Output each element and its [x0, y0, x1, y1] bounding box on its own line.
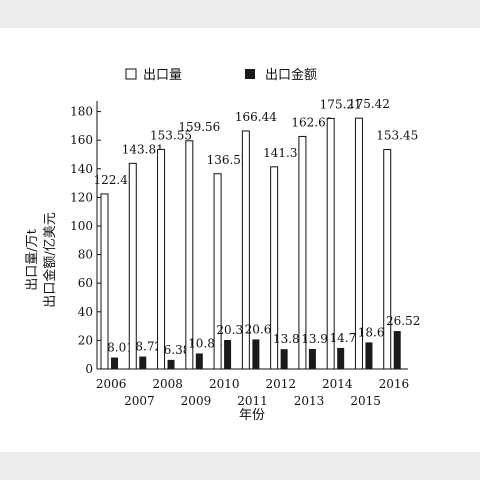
bar-export-value [195, 353, 203, 369]
data-label-export-volume: 122.42 [94, 173, 136, 187]
data-label-export-volume: 175.21 [320, 97, 362, 111]
data-label-export-volume: 141.37 [263, 146, 305, 160]
y-tick-label: 180 [70, 105, 93, 119]
plot-area: 0 20 40 60 80 100 120 140 160 180 122.42 8.01 2006 14… [70, 97, 420, 408]
x-tick-label: 2015 [350, 394, 381, 408]
bar-export-value [365, 342, 373, 369]
x-tick-label: 2010 [209, 377, 240, 391]
y-tick-label: 80 [78, 248, 93, 262]
bar-export-value [393, 331, 401, 369]
bar-export-volume [100, 193, 109, 370]
x-tick-label: 2016 [379, 377, 410, 391]
bar-export-value [167, 359, 175, 369]
bar-export-volume [326, 117, 335, 370]
y-tick-label: 0 [85, 362, 93, 376]
y-tick-label: 120 [70, 190, 93, 204]
x-tick-label: 2012 [265, 377, 296, 391]
bar-export-volume [213, 173, 222, 370]
bar-export-volume [270, 166, 279, 370]
x-tick-label: 2011 [237, 394, 268, 408]
bar-export-volume [298, 135, 307, 370]
legend-swatch-export-value [245, 69, 255, 79]
bar-export-volume [383, 149, 392, 370]
data-label-export-volume: 143.81 [122, 142, 164, 156]
legend-label-export-volume: 出口量 [143, 68, 182, 83]
data-label-export-value: 8.01 [107, 341, 134, 355]
bar-export-value [139, 356, 147, 369]
y-tick-label: 40 [78, 305, 93, 319]
data-label-export-volume: 166.44 [235, 110, 277, 124]
data-label-export-value: 26.52 [386, 314, 420, 328]
y-tick-label: 100 [70, 219, 93, 233]
x-tick-label: 2013 [294, 394, 325, 408]
data-label-export-volume: 136.52 [207, 153, 249, 167]
data-label-export-volume: 153.55 [150, 128, 192, 142]
x-tick-label: 2009 [181, 394, 212, 408]
chart-frame: 出口量 出口金额 出口量/万t 出口金额/亿美元 年份 0 20 40 60 80 100… [0, 28, 480, 452]
bar-export-volume [354, 117, 363, 370]
x-tick-label: 2007 [124, 394, 155, 408]
bar-export-value [111, 357, 118, 369]
x-axis-label: 年份 [239, 408, 265, 423]
data-label-export-volume: 175.42 [348, 97, 390, 111]
y-tick-label: 160 [70, 133, 93, 147]
y-axis-label-line2: 出口金额/亿美元 [42, 212, 58, 307]
bar-export-value [337, 347, 345, 369]
bar-export-value [280, 349, 288, 369]
x-tick-label: 2008 [152, 377, 183, 391]
bar-chart: 出口量 出口金额 出口量/万t 出口金额/亿美元 年份 0 20 40 60 80 100… [25, 67, 420, 423]
data-label-export-value: 6.38 [164, 343, 191, 357]
y-tick-label: 20 [78, 333, 93, 347]
data-label-export-volume: 153.45 [376, 129, 418, 143]
bar-export-value [308, 349, 316, 369]
y-tick-label: 140 [70, 162, 93, 176]
bar-export-volume [157, 148, 166, 370]
data-label-export-volume: 162.62 [291, 115, 333, 129]
legend-label-export-value: 出口金额 [265, 67, 317, 83]
data-label-export-value: 8.72 [135, 340, 162, 354]
bar-export-volume [185, 140, 194, 370]
bar-export-value [224, 339, 232, 369]
bar-export-value [252, 339, 260, 369]
bar-export-volume [128, 162, 137, 370]
y-tick-label: 60 [78, 276, 93, 290]
x-tick-label: 2014 [322, 377, 353, 391]
y-axis-label-line1: 出口量/万t [25, 228, 40, 290]
legend: 出口量 出口金额 [125, 67, 317, 83]
legend-swatch-export-volume [125, 68, 137, 80]
x-tick-label: 2006 [96, 377, 127, 391]
bar-export-volume [241, 130, 250, 370]
data-label-export-volume: 159.56 [178, 120, 220, 134]
